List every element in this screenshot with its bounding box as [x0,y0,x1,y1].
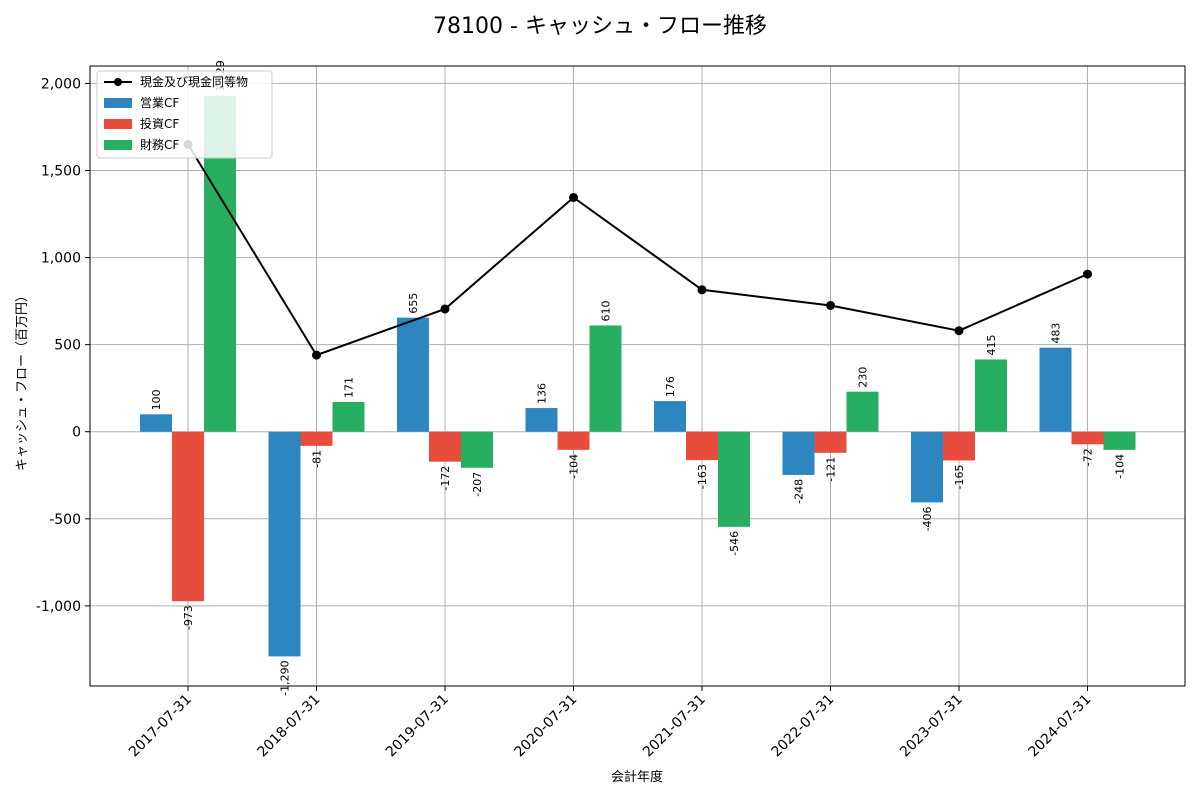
bar-営業CF [911,431,943,503]
legend-bar-swatch [104,140,132,150]
bar-value-label: -1,290 [279,660,292,695]
bar-value-label: 415 [985,334,998,355]
cash-line-point [697,285,707,295]
bar-value-label: -81 [311,450,324,468]
bar-value-label: -72 [1082,448,1095,466]
data-labels: 100 -1,290 655 136 176 -248 -406 483 -973 -81 -172… [150,60,1127,696]
bar-value-label: 230 [857,367,870,388]
cash-line-point [569,192,578,202]
x-tick-label: 2020-07-31 [511,692,580,761]
bar-財務CF [1103,431,1136,450]
legend-box [96,70,273,159]
bars [140,95,1136,657]
cash-line-point [440,304,450,314]
bar-value-label: -973 [182,605,195,630]
x-tick-label: 2017-07-31 [126,692,195,761]
bar-営業CF [140,414,172,432]
legend-marker [114,78,122,86]
bar-value-label: -172 [439,466,452,491]
legend-label: 営業CF [140,96,179,110]
cash-line-point [954,326,964,336]
y-tick-label: -1,000 [36,599,81,615]
bar-財務CF [846,391,879,432]
bar-財務CF [975,359,1007,432]
cash-line-point [1083,269,1092,279]
y-tick-label: 0 [72,425,81,441]
cash-line-point [826,300,835,310]
legend-label: 財務CF [140,137,179,152]
bar-value-label: -165 [953,464,966,489]
bar-value-label: 176 [664,376,677,397]
y-tick-label: 2,000 [41,76,81,92]
bar-投資CF [943,431,975,461]
legend-label: 現金及び現金同等物 [140,74,248,89]
bar-value-label: 100 [150,389,163,410]
bar-投資CF [557,431,590,450]
y-tick-label: 1,500 [41,163,81,179]
bar-営業CF [268,431,301,657]
bar-value-label: -207 [471,472,484,497]
bar-value-label: -104 [568,454,581,479]
bar-投資CF [429,431,461,462]
bar-投資CF [686,431,718,461]
bar-value-label: 171 [343,377,356,398]
x-tick-label: 2019-07-31 [383,692,452,761]
bar-財務CF [461,431,493,468]
y-tick-label: 500 [54,338,81,354]
bar-財務CF [332,401,365,432]
bar-value-label: -546 [728,531,741,556]
x-tick-label: 2018-07-31 [254,692,323,761]
bar-value-label: -104 [1114,454,1127,479]
bar-財務CF [718,431,750,527]
bar-投資CF [300,431,333,446]
grid-lines [90,66,1185,686]
cash-line-path [187,143,1088,357]
y-tick-label: -500 [49,512,81,528]
legend-bar-swatch [104,98,132,108]
bar-value-label: 136 [536,383,549,404]
bar-value-label: 483 [1050,323,1063,344]
bar-投資CF [814,431,847,453]
x-tick-label: 2023-07-31 [897,692,966,761]
plot-frame [89,65,1186,687]
bar-営業CF [782,431,815,475]
bar-value-label: -248 [793,479,806,504]
bar-value-label: -121 [825,457,838,482]
y-tick-label: 1,000 [41,251,81,267]
bar-value-label: -163 [696,464,709,489]
cash-line-point [312,350,321,360]
x-axis-label: 会計年度 [611,769,663,785]
x-tick-label: 2024-07-31 [1025,692,1094,761]
legend-label: 投資CF [140,116,179,131]
bar-value-label: 610 [600,300,613,321]
chart-title: 78100 - キャッシュ・フロー推移 [433,14,767,39]
legend-bar-swatch [104,119,132,129]
x-axis-ticks: 2017-07-31 2018-07-31 2019-07-31 2020-07-31… [126,686,1094,760]
bar-投資CF [172,431,204,602]
y-axis-ticks: -1,000 -500 0 500 1,000 1,500 2,000 [36,76,90,615]
bar-value-label: -406 [921,506,934,531]
bar-営業CF [525,408,558,432]
bar-財務CF [589,325,622,432]
cash-line [183,139,1092,360]
x-tick-label: 2021-07-31 [640,692,709,761]
y-axis-label: キャッシュ・フロー（百万円） [15,289,30,471]
bar-営業CF [654,401,686,432]
bar-投資CF [1071,431,1104,445]
bar-営業CF [1039,347,1072,432]
bar-営業CF [397,317,429,432]
bar-value-label: 655 [407,293,420,314]
x-tick-label: 2022-07-31 [768,692,837,761]
